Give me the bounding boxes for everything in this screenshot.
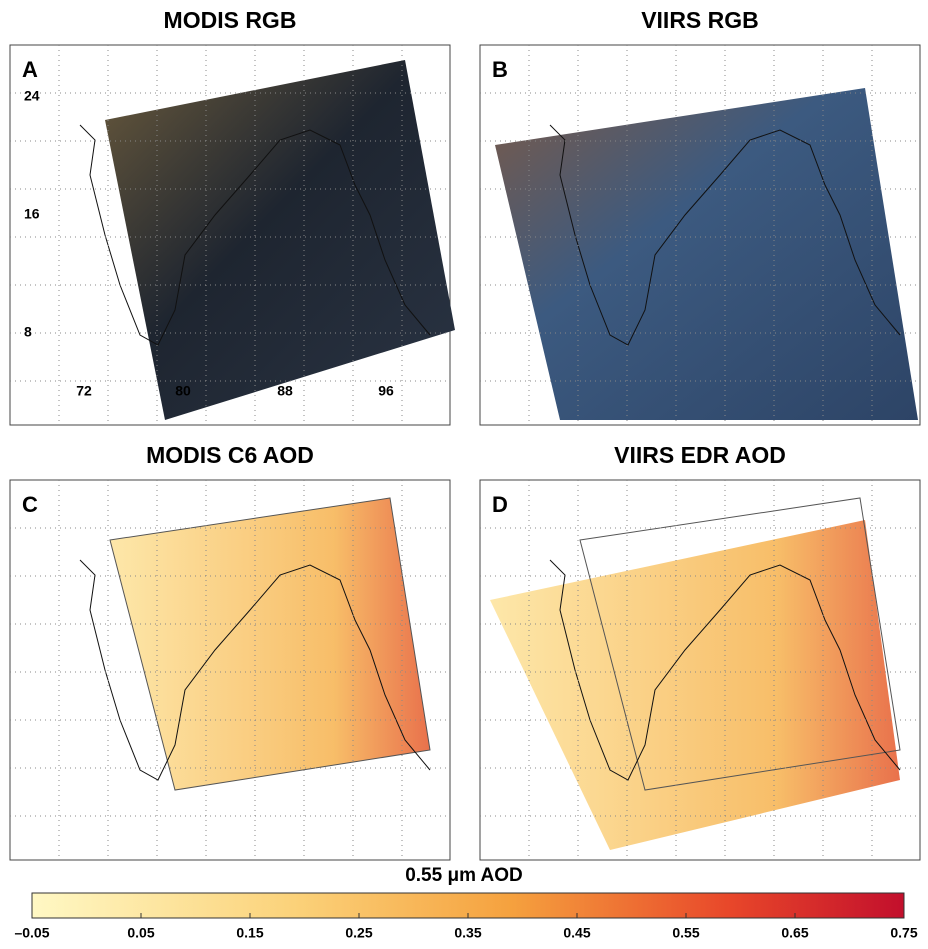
panel-letter: A bbox=[22, 57, 38, 82]
lon-label: 72 bbox=[76, 383, 92, 399]
coastline bbox=[549, 124, 901, 346]
panel-title: VIIRS RGB bbox=[641, 7, 759, 33]
lon-label: 96 bbox=[378, 383, 394, 399]
map-panel: D bbox=[479, 479, 921, 861]
lat-label: 16 bbox=[24, 206, 40, 222]
coastline bbox=[79, 559, 431, 781]
lat-label: 24 bbox=[24, 88, 40, 104]
panel-letter: B bbox=[492, 57, 508, 82]
panel-letter: C bbox=[22, 492, 38, 517]
lat-label: 8 bbox=[24, 324, 32, 340]
panel-title: VIIRS EDR AOD bbox=[614, 442, 786, 468]
swath-outline bbox=[109, 497, 431, 791]
lon-label: 88 bbox=[277, 383, 293, 399]
map-panel: A bbox=[9, 44, 455, 426]
map-panel: B bbox=[479, 44, 921, 426]
colorbar-tick-label: 0.65 bbox=[781, 925, 808, 941]
panel-title: MODIS C6 AOD bbox=[146, 442, 314, 468]
map-image bbox=[490, 520, 900, 850]
coastline bbox=[79, 124, 431, 346]
colorbar-tick-label: 0.45 bbox=[563, 925, 590, 941]
lon-label: 80 bbox=[175, 383, 191, 399]
colorbar-tick-label: 0.15 bbox=[236, 925, 263, 941]
panel-letter: D bbox=[492, 492, 508, 517]
swath-outline bbox=[579, 497, 901, 791]
colorbar-tick-label: 0.35 bbox=[454, 925, 481, 941]
coastline bbox=[549, 559, 901, 781]
colorbar-tick-label: 0.05 bbox=[127, 925, 154, 941]
colorbar-tick-label: 0.75 bbox=[890, 925, 917, 941]
colorbar-tick-label: 0.55 bbox=[672, 925, 699, 941]
colorbar-label: 0.55 μm AOD bbox=[405, 865, 523, 886]
map-panel: C bbox=[9, 479, 451, 861]
colorbar-tick-label: –0.05 bbox=[14, 925, 49, 941]
panels: A MODIS RGB B VIIRS RGB C MODIS C6 AOD D VIIRS … bbox=[9, 7, 921, 861]
map-image bbox=[495, 88, 918, 420]
colorbar-tick-label: 0.25 bbox=[345, 925, 372, 941]
map-image bbox=[105, 60, 455, 420]
panel-title: MODIS RGB bbox=[164, 7, 297, 33]
map-image bbox=[110, 498, 430, 790]
